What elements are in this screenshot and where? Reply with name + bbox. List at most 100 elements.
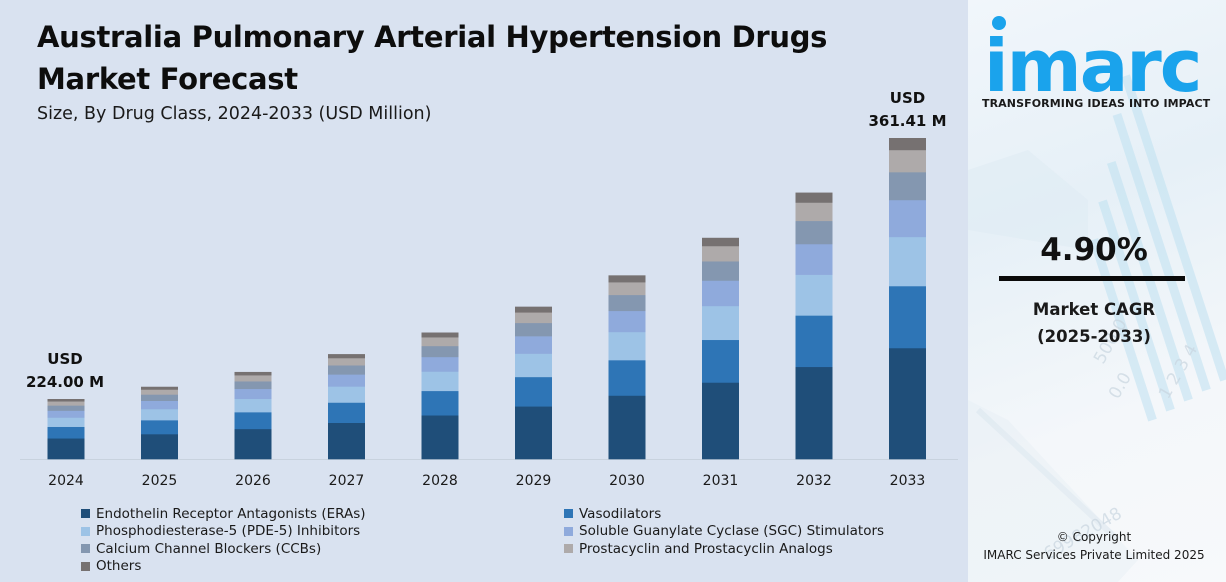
bar-segment-2027-3 (328, 386, 365, 403)
bar-segment-2032-1 (795, 366, 833, 460)
bar-segment-2031-5 (702, 261, 739, 281)
bar-segment-2030-6 (608, 282, 646, 296)
bar-segment-2030-7 (608, 275, 646, 283)
x-tick-label-2030: 2030 (609, 473, 645, 489)
bar-segment-2026-7 (234, 371, 272, 376)
chart-area: Australia Pulmonary Arterial Hypertensio… (20, 16, 958, 575)
legend-label: Others (96, 558, 142, 575)
bar-segment-2028-1 (421, 415, 459, 460)
bar-segment-2025-6 (141, 389, 178, 395)
bar-segment-2029-7 (515, 306, 552, 313)
legend-label: Calcium Channel Blockers (CCBs) (96, 540, 322, 557)
bar-segment-2029-1 (515, 406, 552, 460)
bar-segment-2024-5 (47, 405, 85, 411)
x-tick-label-2026: 2026 (235, 473, 271, 489)
legend-item: Endothelin Receptor Antagonists (ERAs) (81, 505, 366, 523)
copyright: © Copyright IMARC Services Private Limit… (968, 528, 1220, 564)
legend-label: Endothelin Receptor Antagonists (ERAs) (96, 505, 366, 522)
bar-segment-2024-7 (47, 399, 85, 402)
copyright-line2: IMARC Services Private Limited 2025 (983, 548, 1205, 562)
value-annotation-2033-line1: USD (890, 89, 925, 107)
cagr-value: 4.90% (1040, 232, 1148, 268)
bar-segment-2027-5 (328, 365, 365, 375)
bar-segment-2025-4 (141, 400, 178, 410)
bar-segment-2030-1 (608, 395, 646, 460)
brand-tagline: TRANSFORMING IDEAS INTO IMPACT (982, 97, 1211, 110)
legend-swatch (81, 509, 90, 519)
x-tick-label-2028: 2028 (422, 473, 458, 489)
legend-left-column: Endothelin Receptor Antagonists (ERAs) Ph… (81, 505, 366, 575)
chart-subtitle: Size, By Drug Class, 2024-2033 (USD Mill… (37, 104, 432, 124)
decorative-background-chart: 0.0 500.0 1 2 3 4 69982048 (968, 74, 1226, 582)
bar-segment-2032-6 (795, 202, 833, 222)
bar-segment-2026-2 (234, 412, 272, 430)
bar-segment-2032-7 (795, 192, 833, 203)
bar-segment-2026-4 (234, 388, 272, 400)
bar-segment-2033-4 (889, 199, 926, 238)
x-tick-label-2029: 2029 (516, 473, 552, 489)
cagr-label-line1: Market CAGR (1032, 300, 1156, 319)
bar-segment-2033-3 (889, 236, 926, 287)
bar-segment-2026-3 (234, 398, 272, 413)
imarc-logo: imarc (984, 16, 1202, 102)
bar-segment-2026-6 (234, 375, 272, 382)
bar-segment-2029-4 (515, 336, 552, 354)
legend-item: Soluble Guanylate Cyclase (SGC) Stimulat… (564, 523, 884, 541)
legend-label: Vasodilators (579, 505, 662, 522)
bar-segment-2030-5 (608, 294, 646, 312)
x-tick-label-2025: 2025 (142, 473, 178, 489)
bar-segment-2025-3 (141, 409, 178, 421)
bar-segment-2032-3 (795, 274, 833, 316)
bar-segment-2032-5 (795, 220, 833, 245)
chart-title: Australia Pulmonary Arterial Hypertensio… (37, 16, 827, 100)
bar-segment-2028-5 (421, 345, 459, 358)
value-annotation-2033-line2: 361.41 M (868, 112, 946, 130)
bar-segment-2029-5 (515, 322, 552, 337)
legend-right-column: Vasodilators Soluble Guanylate Cyclase (S… (564, 505, 884, 558)
x-tick-label-2033: 2033 (890, 473, 926, 489)
bar-segment-2027-1 (328, 422, 365, 460)
bar-segment-2033-5 (889, 172, 926, 201)
bar-segment-2025-2 (141, 420, 178, 435)
svg-text:0.0: 0.0 (1105, 369, 1136, 402)
bar-segment-2026-1 (234, 428, 272, 460)
bar-segment-2025-5 (141, 394, 178, 401)
bar-segment-2027-4 (328, 374, 365, 387)
x-tick-label-2027: 2027 (329, 473, 365, 489)
bar-segment-2029-2 (515, 376, 552, 407)
bar-segment-2028-3 (421, 371, 459, 392)
bar-segment-2030-3 (608, 331, 646, 361)
bar-segment-2028-7 (421, 332, 459, 338)
bar-segment-2031-1 (702, 382, 739, 460)
bar-segment-2025-1 (141, 434, 178, 460)
legend-swatch (564, 526, 573, 536)
bar-segment-2024-3 (47, 417, 85, 427)
bar-segment-2031-2 (702, 339, 739, 383)
legend-swatch (564, 544, 573, 554)
bar-segment-2024-1 (47, 438, 85, 460)
legend-swatch (564, 509, 573, 519)
bar-segment-2033-1 (889, 347, 926, 460)
bar-segment-2028-4 (421, 356, 459, 372)
value-annotation-2024-line1: USD (47, 350, 82, 368)
bar-segment-2033-7 (889, 138, 926, 151)
bar-segment-2026-5 (234, 381, 272, 390)
imarc-logo-text: imarc (984, 24, 1200, 102)
legend-label: Phosphodiesterase-5 (PDE-5) Inhibitors (96, 523, 361, 540)
bar-segment-2030-4 (608, 310, 646, 333)
bar-segment-2027-6 (328, 357, 365, 366)
bar-segment-2030-2 (608, 360, 646, 396)
bar-segment-2024-4 (47, 410, 85, 418)
bar-segment-2028-6 (421, 337, 459, 347)
bar-segment-2028-2 (421, 390, 459, 416)
bar-segment-2029-3 (515, 353, 552, 378)
value-annotation-2024-line2: 224.00 M (26, 373, 104, 391)
cagr-label: Market CAGR (2025-2033) (968, 296, 1220, 350)
bar-segment-2029-6 (515, 312, 552, 324)
bar-segment-2032-4 (795, 243, 833, 275)
bar-segment-2024-6 (47, 401, 85, 406)
legend-label: Prostacyclin and Prostacyclin Analogs (579, 540, 833, 557)
legend-item: Phosphodiesterase-5 (PDE-5) Inhibitors (81, 523, 366, 541)
x-tick-label-2032: 2032 (796, 473, 832, 489)
x-tick-label-2031: 2031 (703, 473, 739, 489)
